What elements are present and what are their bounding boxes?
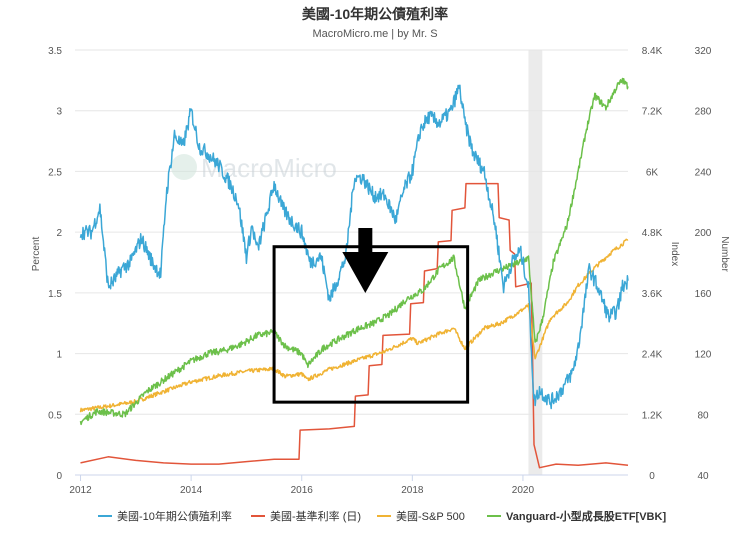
y-right-number-tick-label: 200: [695, 228, 712, 239]
legend-item-label: Vanguard-小型成長股ETF[VBK]: [506, 509, 666, 523]
y-right-number-tick-label: 280: [695, 107, 712, 118]
legend-item-label: 美國-基準利率 (日): [270, 509, 361, 523]
y-left-tick-label: 1: [56, 350, 62, 361]
y-right-index-tick-label: 1.2K: [642, 410, 663, 421]
y-right-number-tick-label: 160: [695, 289, 712, 300]
x-tick-label: 2014: [180, 485, 203, 496]
watermark: MacroMicro: [171, 153, 337, 183]
y-axis-left: 0 0.5 1 1.5 2 2.5 3 3.5: [48, 46, 62, 482]
y-axis-right-index: 0 1.2K 2.4K 3.6K 4.8K 6K 7.2K 8.4K: [642, 46, 663, 482]
series-line: [79, 238, 629, 413]
series-line: [79, 77, 629, 426]
y-right-index-tick-label: 7.2K: [642, 107, 663, 118]
legend: 美國-10年期公債殖利率 美國-基準利率 (日) 美國-S&P 500 Vanguar…: [98, 509, 666, 523]
plot-area: MacroMicro: [75, 49, 629, 476]
series-line: [80, 182, 629, 469]
legend-item-label: 美國-10年期公債殖利率: [117, 509, 232, 523]
y-right-number-tick-label: 40: [697, 471, 709, 482]
y-right-number-tick-label: 240: [695, 167, 712, 178]
chart-title: 美國-10年期公債殖利率: [302, 6, 448, 22]
y-axis-right-number-label: Number: [719, 236, 730, 272]
x-axis: 2012 2014 2016 2018 2020: [69, 474, 628, 496]
series-layer: [79, 77, 629, 469]
legend-item-label: 美國-S&P 500: [396, 510, 465, 523]
y-left-tick-label: 1.5: [48, 289, 62, 300]
y-left-tick-label: 2.5: [48, 167, 62, 178]
x-tick-label: 2020: [512, 485, 535, 496]
annotation: [272, 228, 470, 404]
y-right-index-tick-label: 2.4K: [642, 350, 663, 361]
y-axis-right-index-label: Index: [669, 242, 680, 266]
x-tick-label: 2012: [69, 485, 92, 496]
recession-band: [528, 50, 543, 475]
y-right-number-tick-label: 80: [697, 410, 709, 421]
x-tick-label: 2018: [401, 485, 424, 496]
y-left-tick-label: 2: [56, 228, 62, 239]
y-axis-right-number: 40 80 120 160 200 240 280 320: [695, 46, 712, 482]
down-arrow-shaft: [358, 228, 373, 254]
y-left-tick-label: 0.5: [48, 410, 62, 421]
macromicro-logo-icon: [171, 154, 197, 180]
y-right-number-tick-label: 320: [695, 46, 712, 57]
y-left-tick-label: 0: [56, 471, 62, 482]
y-right-index-tick-label: 0: [649, 471, 655, 482]
series-line: [79, 84, 629, 410]
y-right-index-tick-label: 8.4K: [642, 46, 663, 57]
y-right-index-tick-label: 6K: [646, 167, 659, 178]
y-left-tick-label: 3.5: [48, 46, 62, 57]
x-tick-label: 2016: [291, 485, 314, 496]
y-left-tick-label: 3: [56, 107, 62, 118]
y-axis-left-label: Percent: [31, 237, 42, 272]
y-right-index-tick-label: 4.8K: [642, 228, 663, 239]
y-right-number-tick-label: 120: [695, 350, 712, 361]
down-arrow-icon: [342, 252, 389, 293]
y-right-index-tick-label: 3.6K: [642, 289, 663, 300]
recession-shade: [528, 50, 543, 475]
gridlines: [75, 49, 628, 476]
chart-subtitle: MacroMicro.me | by Mr. S: [312, 28, 437, 40]
